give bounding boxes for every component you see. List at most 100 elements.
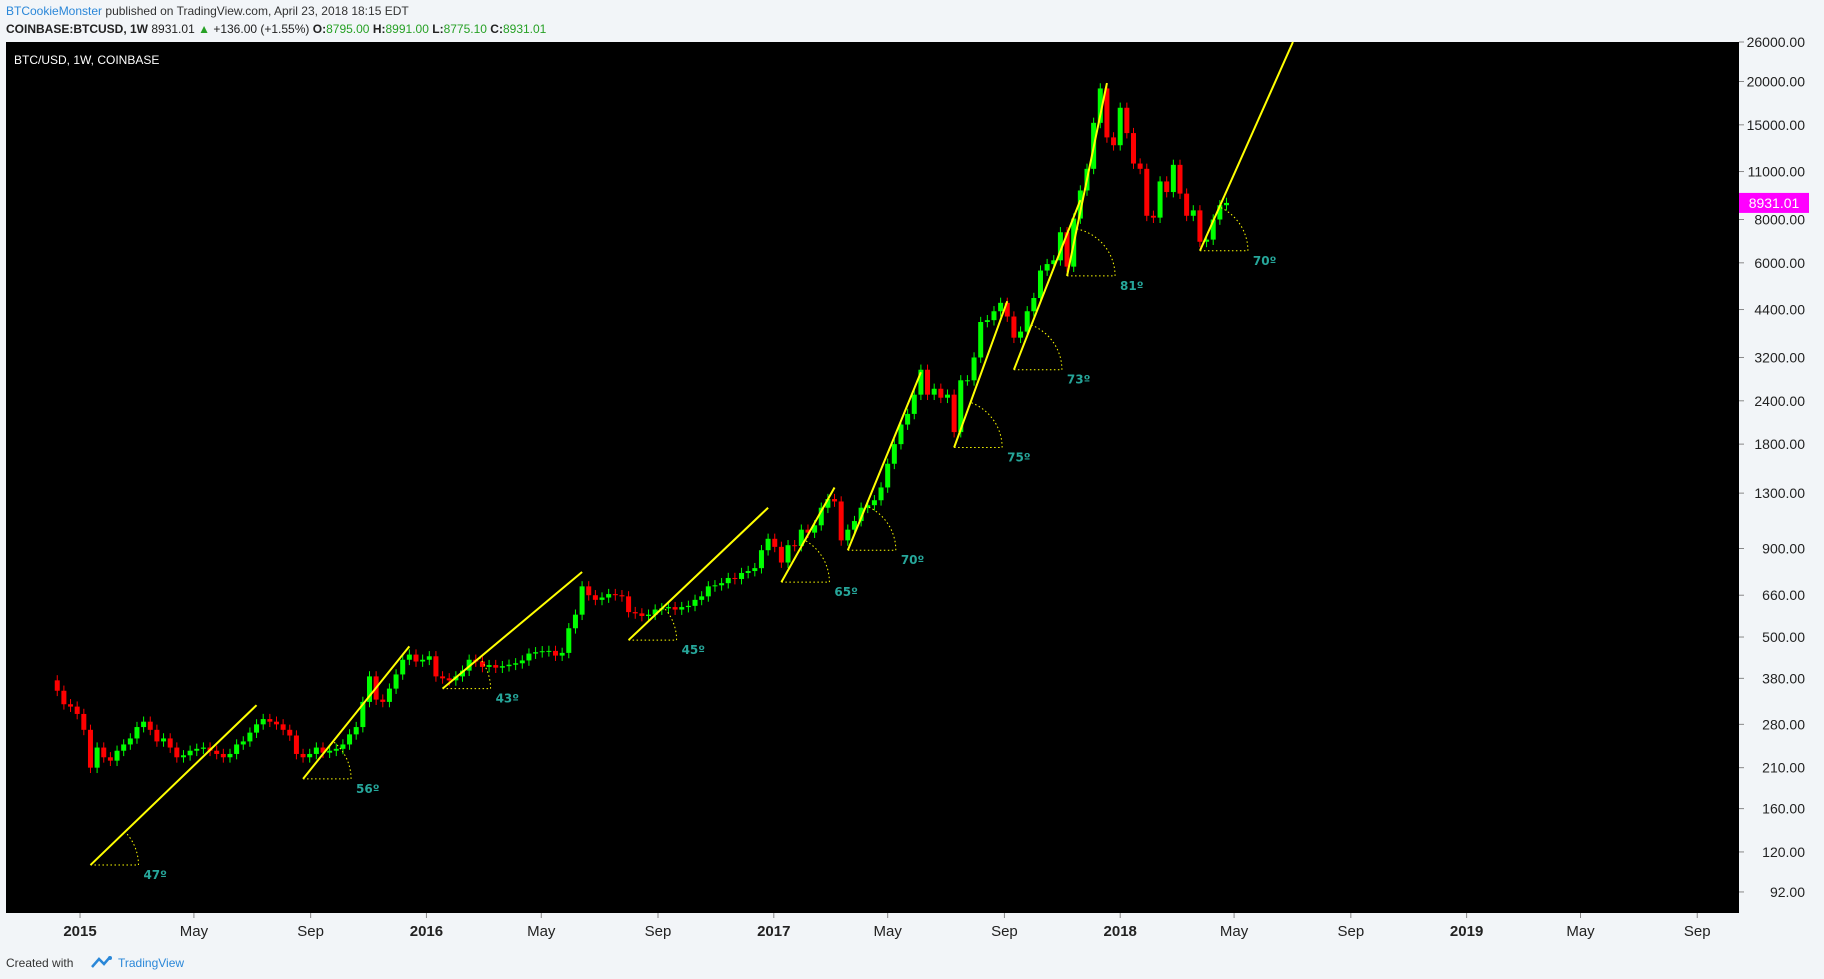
candle: [619, 590, 625, 602]
candle: [639, 608, 645, 622]
last-price-text: 8931.01: [1749, 195, 1800, 211]
candle: [300, 748, 306, 763]
candle-body: [287, 729, 293, 736]
candle: [918, 364, 924, 401]
time-tick-label: 2016: [410, 923, 443, 940]
price-axis[interactable]: [1739, 42, 1824, 913]
price-tick-label: 4400.00: [1754, 302, 1805, 318]
candle-body: [752, 568, 758, 572]
angle-label: 73º: [1067, 373, 1091, 387]
candle: [606, 588, 612, 603]
candle: [460, 665, 466, 682]
candle-body: [785, 545, 791, 563]
candle-body: [94, 747, 100, 768]
trendline: [441, 571, 583, 690]
candle: [406, 649, 412, 666]
candle: [1197, 205, 1203, 248]
candle: [739, 567, 745, 585]
candle-body: [347, 734, 353, 745]
candle-body: [851, 521, 857, 530]
candle-body: [1217, 205, 1223, 220]
time-tick-label: Sep: [1684, 923, 1711, 940]
candle: [725, 572, 731, 589]
trendline: [89, 704, 258, 866]
candle: [293, 730, 299, 760]
candle-body: [1097, 88, 1103, 123]
candle: [832, 493, 838, 507]
candle: [506, 659, 512, 672]
candle-body: [194, 748, 200, 751]
candle: [765, 533, 771, 556]
candle-body: [579, 586, 585, 615]
candle: [825, 493, 831, 514]
tradingview-link[interactable]: TradingView: [118, 956, 185, 970]
candle-body: [778, 546, 784, 563]
candle: [420, 654, 426, 667]
candle-body: [911, 394, 917, 414]
candle-body: [812, 525, 818, 533]
candle: [393, 669, 399, 694]
candle-body: [313, 747, 319, 754]
candle: [1177, 159, 1183, 199]
candle-body: [1210, 219, 1216, 240]
footer: Created with TradingView: [0, 944, 1824, 979]
candle: [101, 742, 107, 763]
candle-body: [134, 727, 140, 739]
candle-body: [798, 529, 804, 547]
candle: [778, 541, 784, 568]
candle: [1124, 102, 1130, 139]
trendline: [302, 645, 411, 780]
candle-body: [293, 735, 299, 754]
candle: [925, 364, 931, 401]
candle-body: [187, 750, 193, 756]
candle: [1190, 205, 1196, 222]
candle: [679, 601, 685, 615]
candle-body: [745, 571, 751, 573]
candle: [1031, 292, 1037, 317]
candle-body: [1031, 297, 1037, 312]
candle-body: [433, 656, 439, 677]
angle-arc: [970, 401, 1003, 448]
candle: [386, 683, 392, 708]
candle-body: [1124, 107, 1130, 134]
candle-body: [440, 676, 446, 679]
candle: [121, 739, 127, 757]
time-tick-label: Sep: [297, 923, 324, 940]
time-tick-label: May: [1220, 923, 1249, 940]
candle-body: [167, 738, 173, 748]
candle: [513, 658, 519, 671]
candle-body: [891, 444, 897, 464]
author-link[interactable]: BTCookieMonster: [6, 4, 103, 18]
angle-label: 81º: [1120, 279, 1144, 293]
candle-body: [87, 729, 93, 768]
plot-area[interactable]: [6, 42, 1739, 913]
angle-arc: [1219, 206, 1249, 251]
candle-body: [1051, 260, 1057, 265]
candle-body: [267, 719, 273, 722]
time-tick-label: Sep: [1337, 923, 1364, 940]
price-tick-label: 500.00: [1762, 629, 1805, 645]
close-value: 8931.01: [502, 22, 547, 36]
candle-body: [964, 380, 970, 382]
price-tick-label: 26000.00: [1747, 34, 1806, 50]
candle-body: [739, 572, 745, 580]
price-axis-labels: 92.00 120.00 160.00 210.00 280.00 380.00 500.0…: [1739, 34, 1805, 900]
candle: [267, 713, 273, 728]
time-axis[interactable]: [6, 913, 1739, 944]
candle-body: [878, 487, 884, 501]
candle: [559, 647, 565, 661]
high-label: H:: [372, 22, 386, 36]
candle: [845, 524, 851, 546]
open-label: O:: [312, 22, 327, 36]
candle-body: [353, 727, 359, 735]
price-tick-label: 1300.00: [1754, 485, 1805, 501]
candle: [1104, 83, 1110, 143]
candle-body: [54, 680, 60, 691]
candle: [539, 646, 545, 658]
candle: [433, 651, 439, 682]
candle-body: [147, 721, 153, 730]
candle: [712, 580, 718, 592]
candle: [54, 675, 60, 697]
candle: [347, 729, 353, 750]
